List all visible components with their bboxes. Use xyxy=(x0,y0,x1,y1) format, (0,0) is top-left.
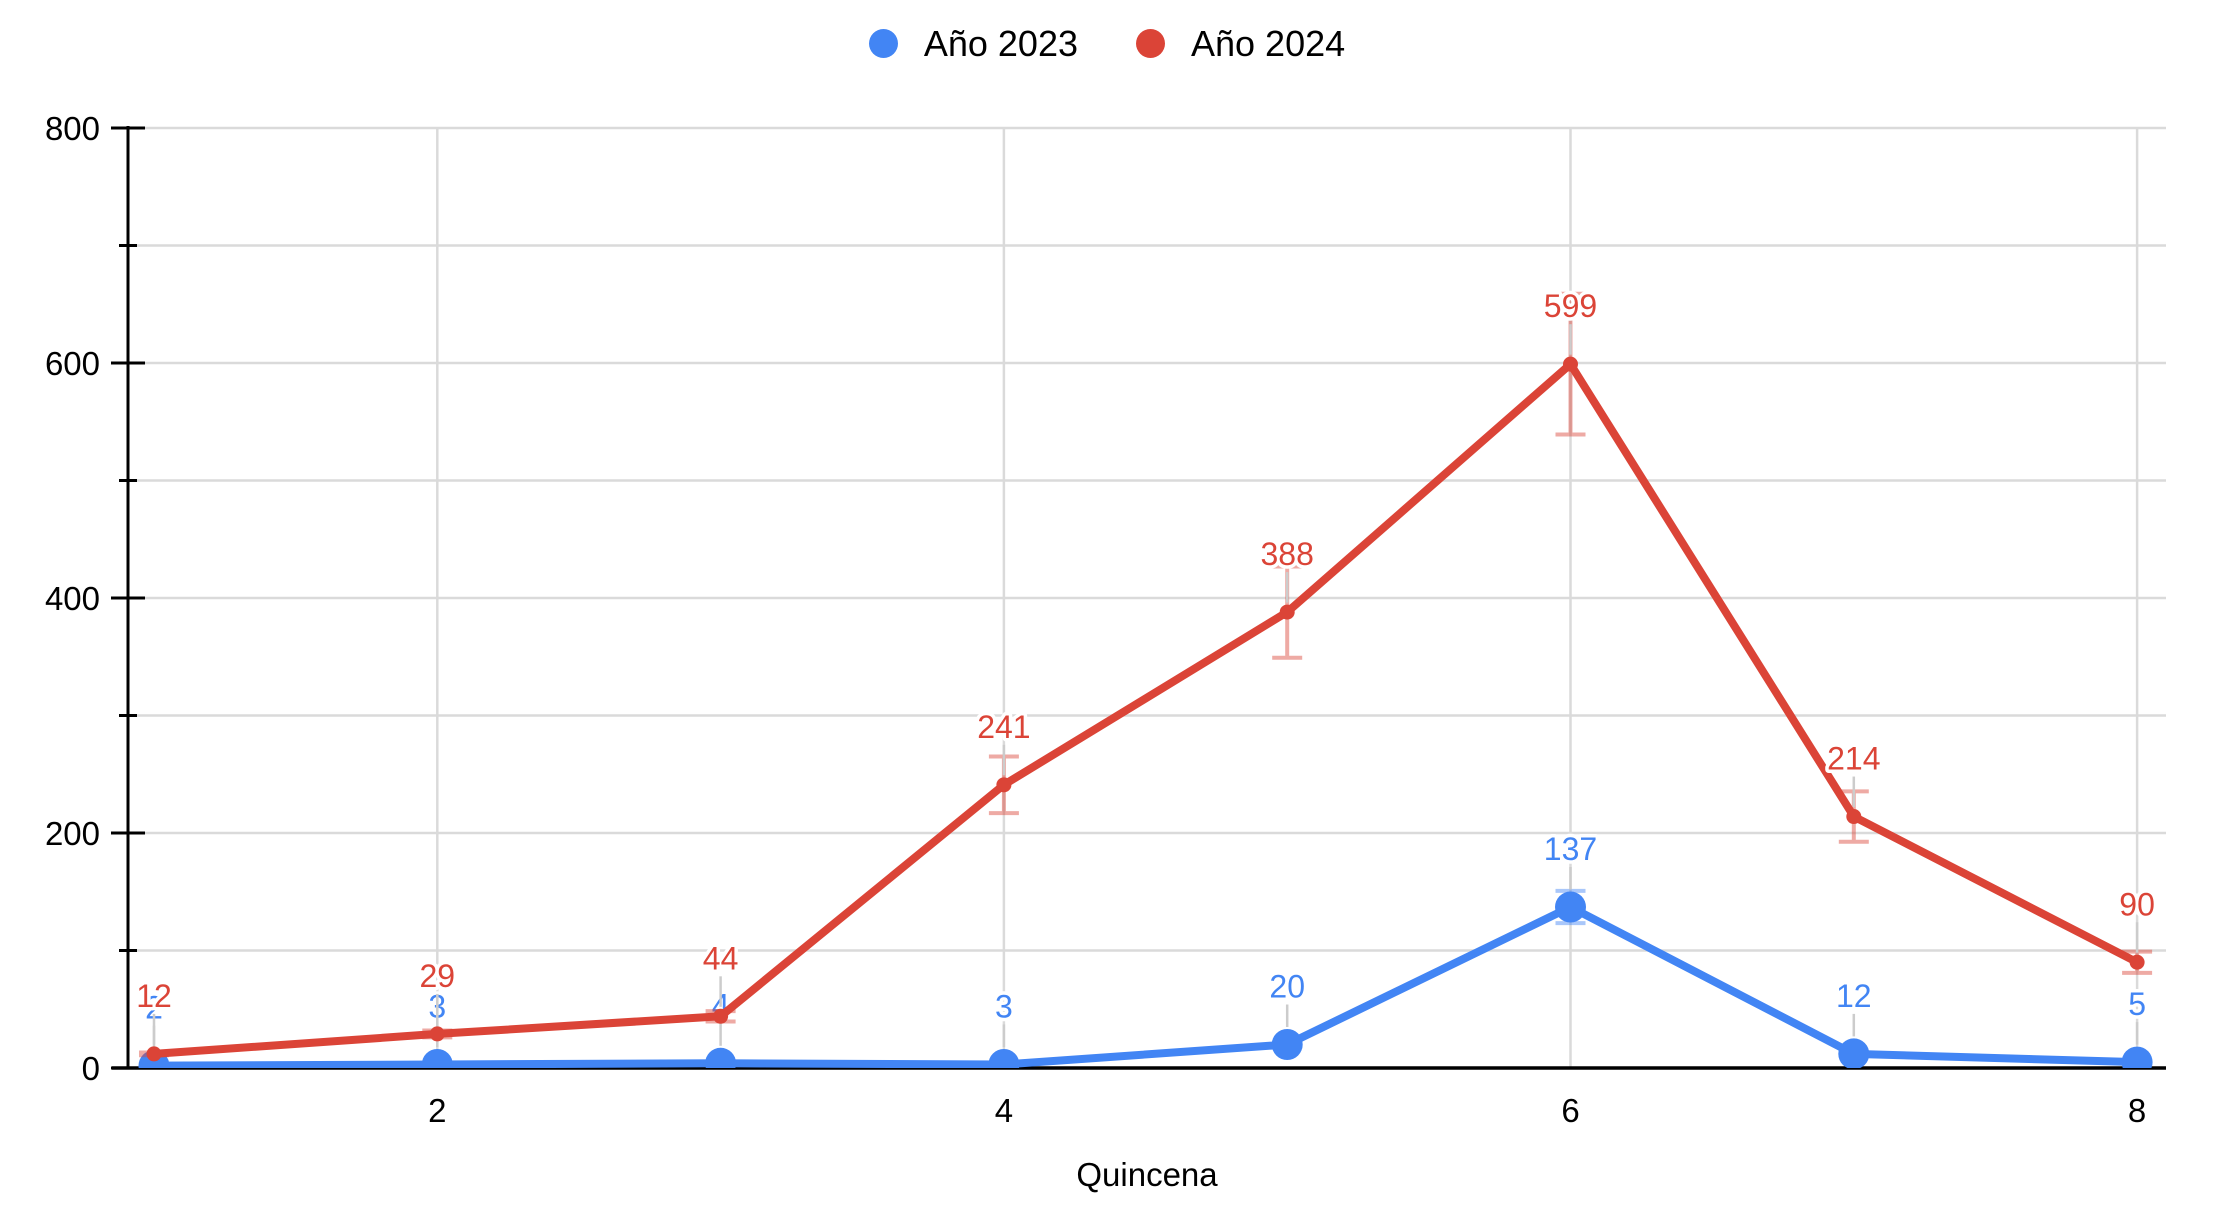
series-line-año-2024[interactable] xyxy=(150,360,2142,1058)
legend-marker-ano-2024-icon xyxy=(1136,28,1165,58)
series-año-2024 xyxy=(139,291,2153,1062)
data-label-año-2023-x8: 5 xyxy=(2128,986,2146,1022)
data-point-año-2024-x5[interactable] xyxy=(1279,604,1295,620)
data-point-año-2023-x3[interactable] xyxy=(705,1047,737,1079)
y-tick-label-800: 800 xyxy=(45,110,100,147)
data-point-año-2024-x8[interactable] xyxy=(2129,954,2145,970)
data-label-año-2023-x1: 2 xyxy=(145,990,163,1026)
data-point-año-2023-x4[interactable] xyxy=(988,1048,1020,1080)
legend: Año 2023 Año 2024 xyxy=(0,24,2214,62)
y-tick-label-0: 0 xyxy=(82,1050,100,1087)
data-point-año-2024-x3[interactable] xyxy=(713,1008,729,1024)
legend-label-ano-2023: Año 2023 xyxy=(923,23,1078,64)
data-point-año-2023-x6[interactable] xyxy=(1555,891,1586,923)
y-tick-label-600: 600 xyxy=(45,345,100,382)
data-label-año-2024-x4: 241 xyxy=(977,709,1030,745)
x-axis-title: Quincena xyxy=(1076,1156,1218,1193)
data-label-año-2024-x1: 12 xyxy=(136,978,172,1014)
legend-label-ano-2024: Año 2024 xyxy=(1191,23,1346,64)
data-point-año-2024-x1[interactable] xyxy=(146,1046,162,1062)
data-label-año-2023-x4: 3 xyxy=(995,988,1013,1024)
y-tick-label-400: 400 xyxy=(45,580,100,617)
data-point-año-2024-x4[interactable] xyxy=(996,777,1012,793)
data-label-año-2024-x8: 90 xyxy=(2119,886,2155,922)
x-tick-label-6: 6 xyxy=(1561,1092,1579,1129)
data-label-año-2023-x5: 20 xyxy=(1269,969,1305,1005)
data-point-año-2024-x2[interactable] xyxy=(429,1026,445,1042)
data-label-año-2024-x7: 214 xyxy=(1827,741,1880,777)
legend-item-ano-2023[interactable]: Año 2023 xyxy=(868,23,1078,64)
legend-item-ano-2024[interactable]: Año 2024 xyxy=(1136,24,1345,62)
x-tick-label-4: 4 xyxy=(995,1092,1013,1129)
x-tick-label-2: 2 xyxy=(428,1092,446,1129)
data-point-año-2023-x2[interactable] xyxy=(421,1048,453,1080)
data-point-año-2023-x7[interactable] xyxy=(1838,1038,1870,1069)
series-año-2023 xyxy=(138,867,2153,1080)
y-tick-label-200: 200 xyxy=(45,815,100,852)
data-label-año-2023-x7: 12 xyxy=(1836,978,1872,1014)
x-tick-label-8: 8 xyxy=(2128,1092,2146,1129)
data-label-año-2024-x3: 44 xyxy=(703,940,739,976)
data-point-año-2023-x5[interactable] xyxy=(1271,1029,1303,1060)
data-label-año-2024-x2: 29 xyxy=(420,958,456,994)
data-point-año-2024-x6[interactable] xyxy=(1563,356,1578,372)
data-point-año-2023-x8[interactable] xyxy=(2121,1046,2153,1078)
data-label-año-2024-x6: 599 xyxy=(1544,288,1597,324)
data-label-año-2023-x6: 137 xyxy=(1544,831,1597,867)
data-label-año-2024-x5: 388 xyxy=(1261,536,1314,572)
data-point-año-2024-x7[interactable] xyxy=(1846,809,1862,825)
legend-marker-ano-2023-icon xyxy=(868,28,898,58)
series-line-año-2023[interactable] xyxy=(150,903,2142,1068)
